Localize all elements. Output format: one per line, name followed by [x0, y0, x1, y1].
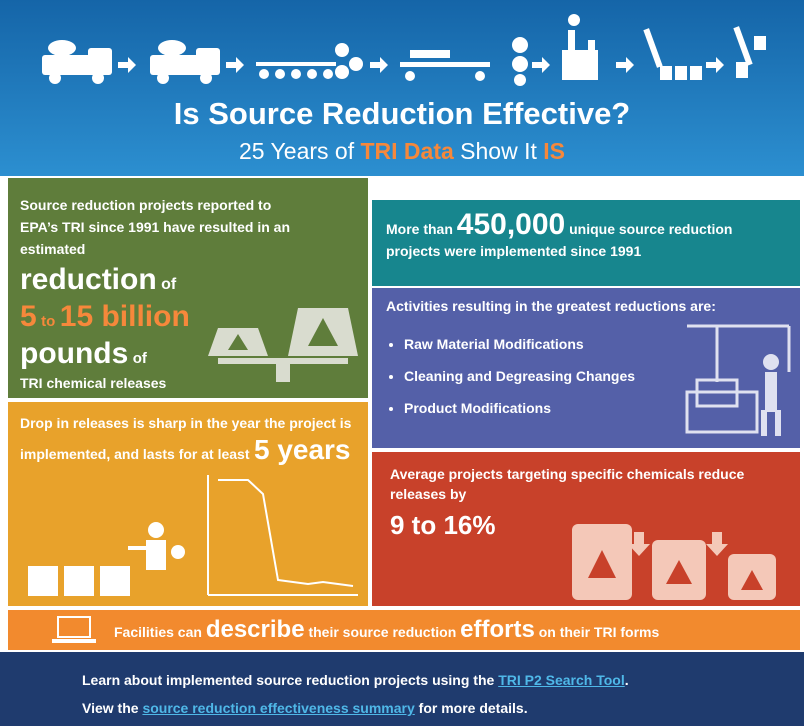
drop-illustration	[18, 470, 358, 600]
scale-icon	[208, 288, 358, 388]
infographic: Is Source Reduction Effective? 25 Years …	[0, 0, 804, 726]
title: Is Source Reduction Effective?	[0, 96, 804, 132]
word: of	[133, 350, 147, 367]
word: to	[41, 313, 55, 330]
reduction-intro: Source reduction projects reported to EP…	[20, 194, 310, 260]
banner-text: on their TRI forms	[539, 624, 660, 640]
activities-panel: Activities resulting in the greatest red…	[372, 288, 800, 448]
drop-panel: Drop in releases is sharp in the year th…	[8, 402, 368, 606]
projects-text: More than	[386, 221, 453, 237]
footer-text: Learn about implemented source reduction…	[82, 672, 494, 688]
number: 5	[20, 300, 37, 333]
summary-link[interactable]: source reduction effectiveness summary	[142, 700, 414, 716]
subtitle-highlight: TRI Data	[360, 138, 453, 164]
projects-panel: More than 450,000 unique source reductio…	[372, 200, 800, 286]
banner-text: their source reduction	[308, 624, 456, 640]
subtitle-text: 25 Years of	[239, 138, 354, 164]
search-tool-link[interactable]: TRI P2 Search Tool	[498, 672, 625, 688]
subtitle-highlight: IS	[543, 138, 565, 164]
drop-number: 5 years	[254, 434, 351, 465]
subtitle-text: Show It	[460, 138, 537, 164]
word: pounds	[20, 337, 128, 370]
word: reduction	[20, 263, 157, 296]
banner-emphasis: efforts	[460, 616, 535, 643]
laptop-icon	[52, 615, 96, 645]
number: 15 billion	[60, 300, 190, 333]
footer-text: View the	[82, 700, 139, 716]
subtitle: 25 Years of TRI Data Show It IS	[0, 138, 804, 165]
footer-line: View the source reduction effectiveness …	[82, 694, 804, 722]
footer-text: for more details.	[419, 700, 528, 716]
degreasing-icon	[677, 322, 797, 442]
banner-text: Facilities can	[114, 624, 202, 640]
projects-number: 450,000	[457, 208, 565, 241]
drum-icons	[572, 514, 792, 604]
chemicals-panel: Average projects targeting specific chem…	[372, 452, 800, 606]
footer-text: .	[625, 672, 629, 688]
reduction-panel: Source reduction projects reported to EP…	[8, 178, 368, 398]
process-icons	[0, 0, 804, 95]
header: Is Source Reduction Effective? 25 Years …	[0, 0, 804, 176]
word: of	[161, 276, 176, 293]
banner-emphasis: describe	[206, 616, 305, 643]
footer: Learn about implemented source reduction…	[0, 652, 804, 726]
activities-heading: Activities resulting in the greatest red…	[386, 298, 786, 314]
banner: Facilities can describe their source red…	[8, 610, 800, 650]
footer-line: Learn about implemented source reduction…	[82, 666, 804, 694]
chemicals-text: Average projects targeting specific chem…	[390, 464, 750, 504]
